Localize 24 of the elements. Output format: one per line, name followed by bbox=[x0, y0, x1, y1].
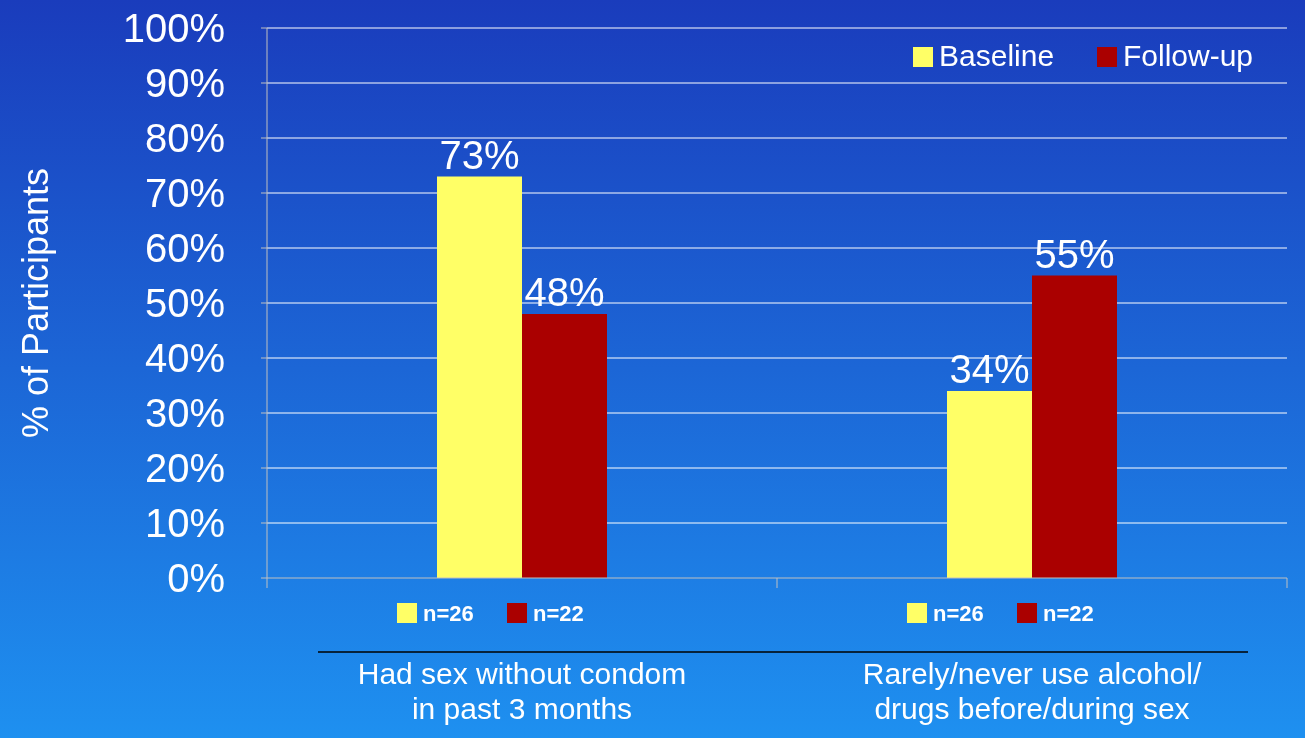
text: 48% bbox=[524, 270, 605, 314]
legend-label: Baseline bbox=[939, 39, 1055, 72]
y-tick-label: 80% bbox=[144, 116, 225, 160]
x-tick-label: Rarely/never use alcohol/ drugs before/during sex bbox=[862, 657, 1202, 725]
y-axis-title: % of Participants bbox=[15, 167, 56, 439]
text: 73% bbox=[439, 132, 520, 177]
y-tick-label: 20% bbox=[144, 446, 225, 490]
x-tick-label: Had sex without condom in past 3 months bbox=[357, 657, 687, 725]
y-tick-label: 60% bbox=[144, 226, 225, 270]
y-tick-label: 10% bbox=[144, 501, 225, 545]
y-tick-label: 50% bbox=[144, 281, 225, 325]
y-tick-label: 100% bbox=[122, 6, 225, 50]
text: n=22 bbox=[1043, 601, 1094, 626]
text: 55% bbox=[1034, 231, 1115, 276]
y-tick-label: 70% bbox=[144, 171, 225, 215]
text: n=22 bbox=[533, 601, 584, 626]
text: n=26 bbox=[423, 601, 474, 626]
y-tick-label: 30% bbox=[144, 391, 225, 435]
y-tick-label: 90% bbox=[144, 61, 225, 105]
y-tick-label: 40% bbox=[144, 336, 225, 380]
legend-label: Follow-up bbox=[1123, 39, 1254, 72]
y-tick-label: 0% bbox=[167, 556, 225, 600]
text: n=26 bbox=[933, 601, 984, 626]
text: 34% bbox=[949, 347, 1030, 391]
